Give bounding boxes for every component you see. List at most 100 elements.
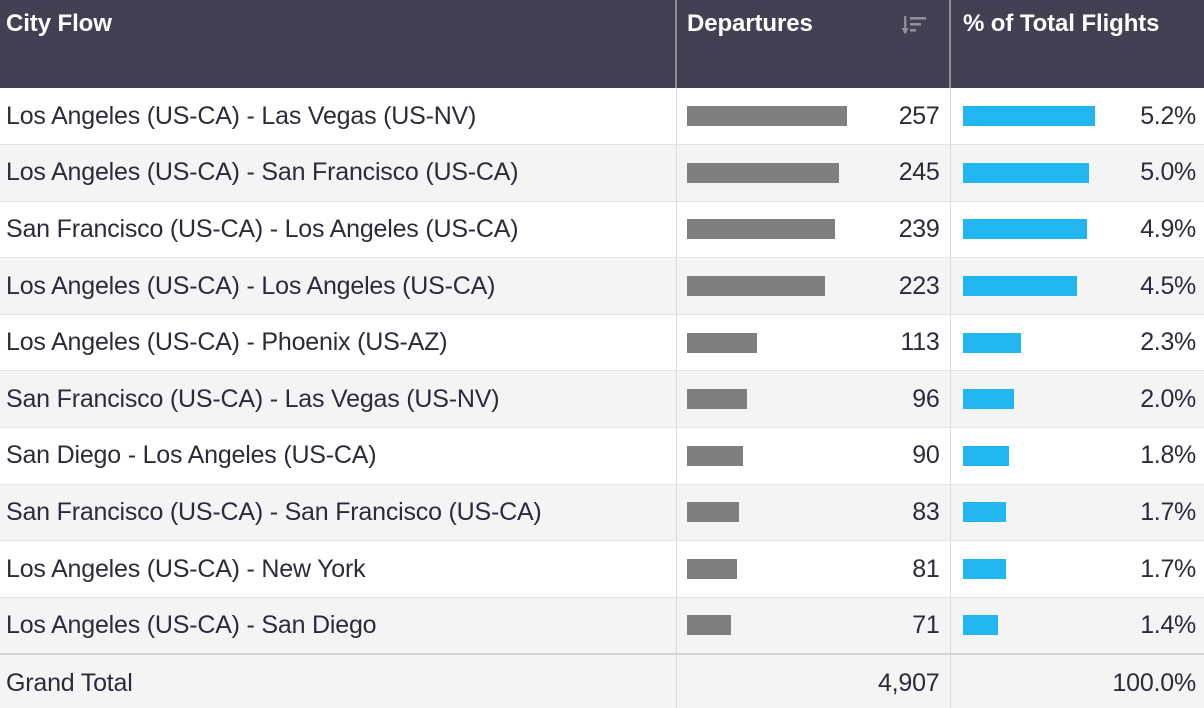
table-row[interactable]: Los Angeles (US-CA) - Phoenix (US-AZ) 113… <box>0 314 1204 372</box>
cell-percent-of-total: 4.9% <box>949 201 1204 259</box>
departures-bar <box>686 276 825 297</box>
departures-bar <box>686 219 835 240</box>
table-body: Los Angeles (US-CA) - Las Vegas (US-NV) 2… <box>0 88 1204 708</box>
grand-total-label: Grand Total <box>0 652 676 708</box>
percent-bar-track <box>962 162 1105 183</box>
percent-value: 5.2% <box>1140 101 1196 130</box>
column-header-city-flow[interactable]: City Flow <box>0 0 676 88</box>
cell-city-flow: San Francisco (US-CA) - Los Angeles (US-… <box>0 201 676 259</box>
cell-percent-of-total: 4.5% <box>949 257 1204 315</box>
table-row[interactable]: San Francisco (US-CA) - Los Angeles (US-… <box>0 201 1204 259</box>
departures-bar <box>686 389 747 410</box>
percent-bar <box>962 219 1087 240</box>
column-header-departures[interactable]: Departures <box>675 0 950 88</box>
cell-departures: 71 <box>675 597 950 655</box>
departures-bar <box>686 162 839 183</box>
city-flow-label: San Francisco (US-CA) - Los Angeles (US-… <box>6 214 519 243</box>
grand-total-departures: 4,907 <box>675 652 950 708</box>
percent-value: 4.9% <box>1140 214 1196 243</box>
percent-value: 1.7% <box>1140 554 1196 583</box>
column-header-departures-label: Departures <box>687 10 813 37</box>
cell-city-flow: San Francisco (US-CA) - San Francisco (U… <box>0 484 676 542</box>
sort-descending-icon[interactable] <box>901 14 927 38</box>
percent-bar <box>962 559 1006 580</box>
departures-bar-track <box>686 332 866 353</box>
cell-city-flow: Los Angeles (US-CA) - Phoenix (US-AZ) <box>0 314 676 372</box>
cell-city-flow: Los Angeles (US-CA) - New York <box>0 540 676 598</box>
cell-city-flow: San Francisco (US-CA) - Las Vegas (US-NV… <box>0 370 676 429</box>
departures-bar <box>686 615 731 636</box>
cell-departures: 239 <box>675 201 950 259</box>
table-row[interactable]: Los Angeles (US-CA) - San Diego 71 1.4% <box>0 597 1204 655</box>
cell-percent-of-total: 5.2% <box>949 88 1204 146</box>
city-flow-label: Los Angeles (US-CA) - New York <box>6 554 366 583</box>
grand-total-row: Grand Total 4,907 100.0% <box>0 652 1204 708</box>
table-row[interactable]: San Francisco (US-CA) - San Francisco (U… <box>0 484 1204 542</box>
city-flow-label: San Francisco (US-CA) - San Francisco (U… <box>6 497 542 526</box>
table-row[interactable]: San Diego - Los Angeles (US-CA) 90 1.8% <box>0 427 1204 485</box>
column-header-city-flow-label: City Flow <box>6 10 112 37</box>
departures-value: 257 <box>898 101 940 130</box>
cell-percent-of-total: 5.0% <box>949 144 1204 202</box>
cell-departures: 245 <box>675 144 950 202</box>
column-header-percent-of-total-flights[interactable]: % of Total Flights <box>949 0 1204 88</box>
cell-departures: 96 <box>675 370 950 429</box>
departures-value: 245 <box>898 158 940 187</box>
departures-bar-track <box>686 615 866 636</box>
table-row[interactable]: Los Angeles (US-CA) - San Francisco (US-… <box>0 144 1204 202</box>
table-header: City Flow Departures <box>0 0 1204 88</box>
departures-bar <box>686 445 743 466</box>
city-flow-label: Los Angeles (US-CA) - San Diego <box>6 610 377 639</box>
percent-value: 1.8% <box>1140 441 1196 470</box>
percent-value: 2.3% <box>1140 328 1196 357</box>
grand-total-percent: 100.0% <box>949 652 1204 708</box>
cell-city-flow: San Diego - Los Angeles (US-CA) <box>0 427 676 485</box>
percent-bar <box>962 502 1006 523</box>
cell-percent-of-total: 1.4% <box>949 597 1204 655</box>
departures-bar-track <box>686 219 866 240</box>
percent-bar-track <box>962 445 1105 466</box>
table-row[interactable]: San Francisco (US-CA) - Las Vegas (US-NV… <box>0 370 1204 429</box>
departures-value: 81 <box>912 554 940 583</box>
cell-departures: 223 <box>675 257 950 315</box>
city-flow-label: San Diego - Los Angeles (US-CA) <box>6 441 377 470</box>
table-row[interactable]: Los Angeles (US-CA) - New York 81 1.7% <box>0 540 1204 598</box>
percent-value: 5.0% <box>1140 158 1196 187</box>
departures-value: 113 <box>900 328 940 357</box>
percent-bar <box>962 106 1095 127</box>
percent-value: 2.0% <box>1140 384 1196 413</box>
column-header-percent-label: % of Total Flights <box>963 10 1160 37</box>
table-header-row: City Flow Departures <box>0 0 1204 88</box>
cell-city-flow: Los Angeles (US-CA) - San Francisco (US-… <box>0 144 676 202</box>
cell-departures: 257 <box>675 88 950 146</box>
percent-bar-track <box>962 502 1105 523</box>
table-row[interactable]: Los Angeles (US-CA) - Los Angeles (US-CA… <box>0 257 1204 315</box>
city-flow-label: Los Angeles (US-CA) - Los Angeles (US-CA… <box>6 271 496 300</box>
cell-percent-of-total: 2.0% <box>949 370 1204 429</box>
cell-city-flow: Los Angeles (US-CA) - Las Vegas (US-NV) <box>0 88 676 146</box>
percent-value: 1.4% <box>1140 610 1196 639</box>
departures-value: 239 <box>898 214 940 243</box>
cell-percent-of-total: 1.7% <box>949 484 1204 542</box>
percent-value: 4.5% <box>1140 271 1196 300</box>
table-row[interactable]: Los Angeles (US-CA) - Las Vegas (US-NV) 2… <box>0 88 1204 146</box>
departures-bar <box>686 502 739 523</box>
cell-city-flow: Los Angeles (US-CA) - Los Angeles (US-CA… <box>0 257 676 315</box>
cell-departures: 90 <box>675 427 950 485</box>
percent-bar-track <box>962 615 1105 636</box>
percent-bar <box>962 162 1089 183</box>
city-flow-label: Los Angeles (US-CA) - Las Vegas (US-NV) <box>6 101 477 130</box>
departures-value: 71 <box>912 610 940 639</box>
city-flow-label: Los Angeles (US-CA) - Phoenix (US-AZ) <box>6 328 448 357</box>
departures-bar-track <box>686 162 866 183</box>
departures-bar-track <box>686 276 866 297</box>
percent-bar <box>962 445 1009 466</box>
cell-percent-of-total: 1.8% <box>949 427 1204 485</box>
departures-bar-track <box>686 445 866 466</box>
departures-bar-track <box>686 559 866 580</box>
cell-percent-of-total: 2.3% <box>949 314 1204 372</box>
departures-bar-track <box>686 502 866 523</box>
departures-bar <box>686 332 757 353</box>
departures-bar <box>686 106 847 127</box>
